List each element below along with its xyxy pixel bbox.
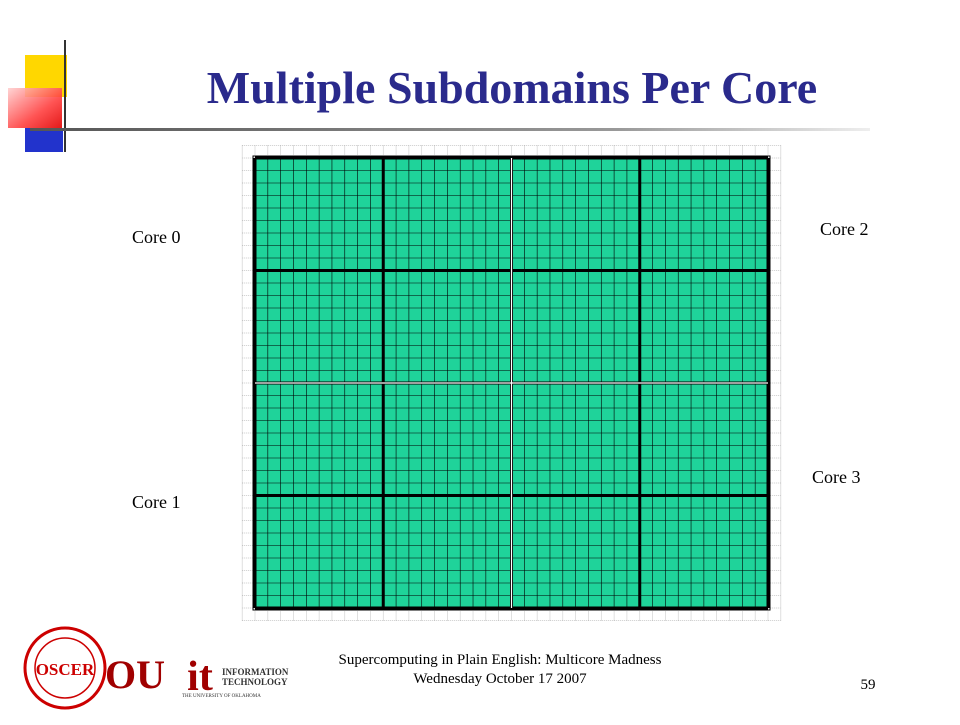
logos: OSCER OU it INFORMATION TECHNOLOGY THE U… [23, 626, 289, 710]
page-number: 59 [861, 677, 876, 693]
logo-text: OU [105, 652, 165, 697]
core-label: Core 0 [132, 227, 181, 247]
core-label: Core 1 [132, 492, 181, 512]
slide-title: Multiple Subdomains Per Core [207, 62, 817, 113]
footer-text: Wednesday October 17 2007 [413, 671, 587, 687]
footer-text: Supercomputing in Plain English: Multico… [339, 652, 662, 668]
logo-text: INFORMATION [222, 667, 289, 677]
core-label: Core 2 [820, 219, 869, 239]
logo-text: OSCER [36, 660, 95, 679]
logo-text: TECHNOLOGY [222, 677, 288, 687]
grid-diagram [241, 145, 782, 621]
domain-border [252, 155, 771, 611]
decoration [8, 40, 870, 152]
logo-text: it [187, 654, 213, 700]
core-label: Core 3 [812, 467, 861, 487]
logo-text: THE UNIVERSITY OF OKLAHOMA [182, 694, 261, 699]
